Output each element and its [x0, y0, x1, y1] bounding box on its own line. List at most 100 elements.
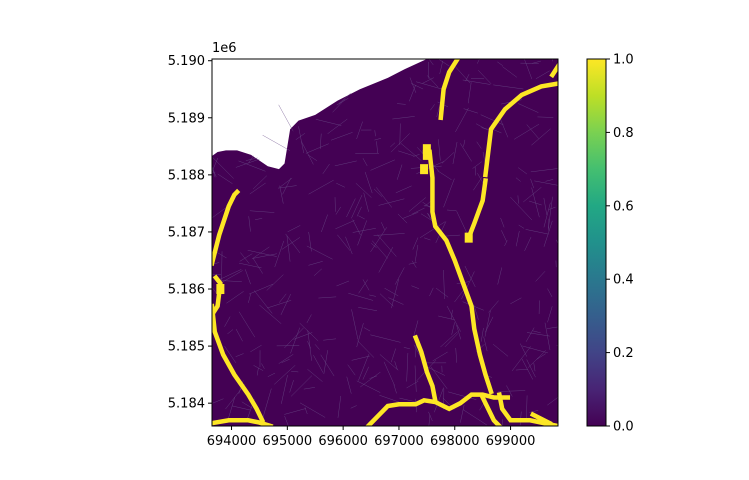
mesh-edge	[465, 74, 470, 82]
y-tick-label: 5.188	[168, 168, 205, 183]
mesh-edge	[394, 361, 398, 370]
mesh-edge	[529, 410, 539, 413]
mesh-edge	[438, 315, 455, 320]
mesh-edge	[376, 141, 378, 154]
mesh-edge	[424, 237, 431, 241]
mesh-edge	[394, 267, 405, 285]
mesh-edge	[398, 150, 414, 156]
mesh-edge	[212, 157, 219, 173]
mesh-edge	[284, 327, 304, 349]
mesh-edge	[429, 287, 434, 297]
mesh-edge	[391, 279, 399, 309]
mesh-edge	[511, 346, 531, 372]
mesh-edge	[391, 348, 396, 363]
mesh-edge	[314, 344, 320, 350]
mesh-edge	[355, 183, 372, 198]
mesh-edge	[374, 138, 382, 141]
mesh-edge	[412, 237, 419, 250]
mesh-edge	[259, 304, 282, 324]
mesh-edge	[315, 119, 342, 126]
mesh-edge	[362, 158, 368, 167]
mesh-edge	[510, 196, 533, 221]
mesh-edge	[499, 118, 509, 138]
mesh-edge	[520, 343, 528, 357]
mesh-edge	[395, 185, 412, 194]
mesh-edge	[267, 372, 276, 377]
mesh-edge	[248, 293, 251, 303]
mesh-edge	[351, 309, 359, 340]
mesh-edge	[284, 408, 306, 415]
mesh-edge	[212, 398, 224, 404]
field-layer	[212, 59, 558, 426]
mesh-edge	[430, 104, 435, 111]
mesh-edge	[256, 367, 259, 376]
mesh-edge	[337, 395, 342, 418]
mesh-edge	[226, 291, 244, 304]
mesh-lines	[212, 59, 558, 426]
mesh-edge	[346, 376, 352, 394]
mesh-edge	[498, 390, 526, 392]
y-offset-label: 1e6	[212, 41, 237, 56]
channel-segment	[212, 418, 274, 426]
mesh-edge	[515, 368, 529, 371]
mesh-edge	[336, 182, 345, 188]
x-tick-label: 695000	[263, 434, 313, 449]
colorbar-ticks: 0.0 0.2 0.4 0.6 0.8 1.0	[606, 53, 634, 435]
mesh-edge	[369, 375, 378, 379]
mesh-edge	[336, 98, 349, 106]
mesh-edge	[390, 142, 396, 148]
mesh-edge	[536, 353, 546, 360]
mesh-edge	[543, 197, 548, 215]
mesh-edge	[390, 133, 410, 153]
channel-segment	[427, 149, 494, 395]
mesh-edge	[244, 269, 251, 285]
mesh-edge	[472, 161, 482, 169]
mesh-edge	[435, 287, 449, 298]
mesh-edge	[356, 380, 381, 393]
mesh-edge	[238, 311, 256, 338]
channel-segment	[212, 303, 266, 424]
mesh-edge	[348, 292, 374, 301]
mesh-edge	[488, 300, 499, 313]
mesh-edge	[284, 415, 289, 426]
mesh-edge	[502, 419, 504, 426]
mesh-edge	[392, 116, 415, 120]
channel-segment	[529, 411, 553, 426]
mesh-edge	[452, 141, 458, 165]
mesh-edge	[548, 206, 556, 210]
mesh-edge	[446, 305, 461, 332]
mesh-edge	[281, 358, 290, 363]
mesh-edge	[277, 185, 297, 189]
mesh-edge	[253, 365, 264, 371]
mesh-edge	[476, 141, 482, 149]
mesh-edge	[547, 396, 558, 406]
mesh-edge	[460, 404, 465, 423]
mesh-edge	[515, 231, 520, 247]
mesh-edge	[356, 323, 364, 348]
mesh-edge	[336, 280, 350, 287]
mesh-edge	[443, 178, 455, 208]
mesh-edge	[437, 170, 452, 181]
mesh-edge	[450, 309, 453, 320]
mesh-edge	[478, 70, 492, 85]
mesh-edge	[413, 320, 419, 339]
mesh-edge	[253, 290, 273, 314]
mesh-edge	[280, 293, 291, 316]
mesh-edge	[278, 354, 294, 364]
mesh-edge	[515, 177, 521, 182]
mesh-edge	[249, 283, 274, 295]
mesh-edge	[411, 285, 420, 289]
mesh-edge	[526, 359, 536, 378]
mesh-edge	[313, 268, 322, 276]
mesh-edge	[484, 310, 491, 337]
mesh-edge	[531, 187, 540, 218]
mesh-edge	[379, 394, 403, 404]
mesh-edge	[462, 409, 487, 426]
mesh-edge	[544, 322, 551, 350]
channel-segment	[465, 178, 488, 241]
mesh-edge	[219, 270, 243, 285]
mesh-edge	[384, 287, 399, 297]
mesh-edge	[523, 187, 542, 203]
mesh-edge	[444, 333, 459, 347]
mesh-edge	[308, 261, 323, 266]
